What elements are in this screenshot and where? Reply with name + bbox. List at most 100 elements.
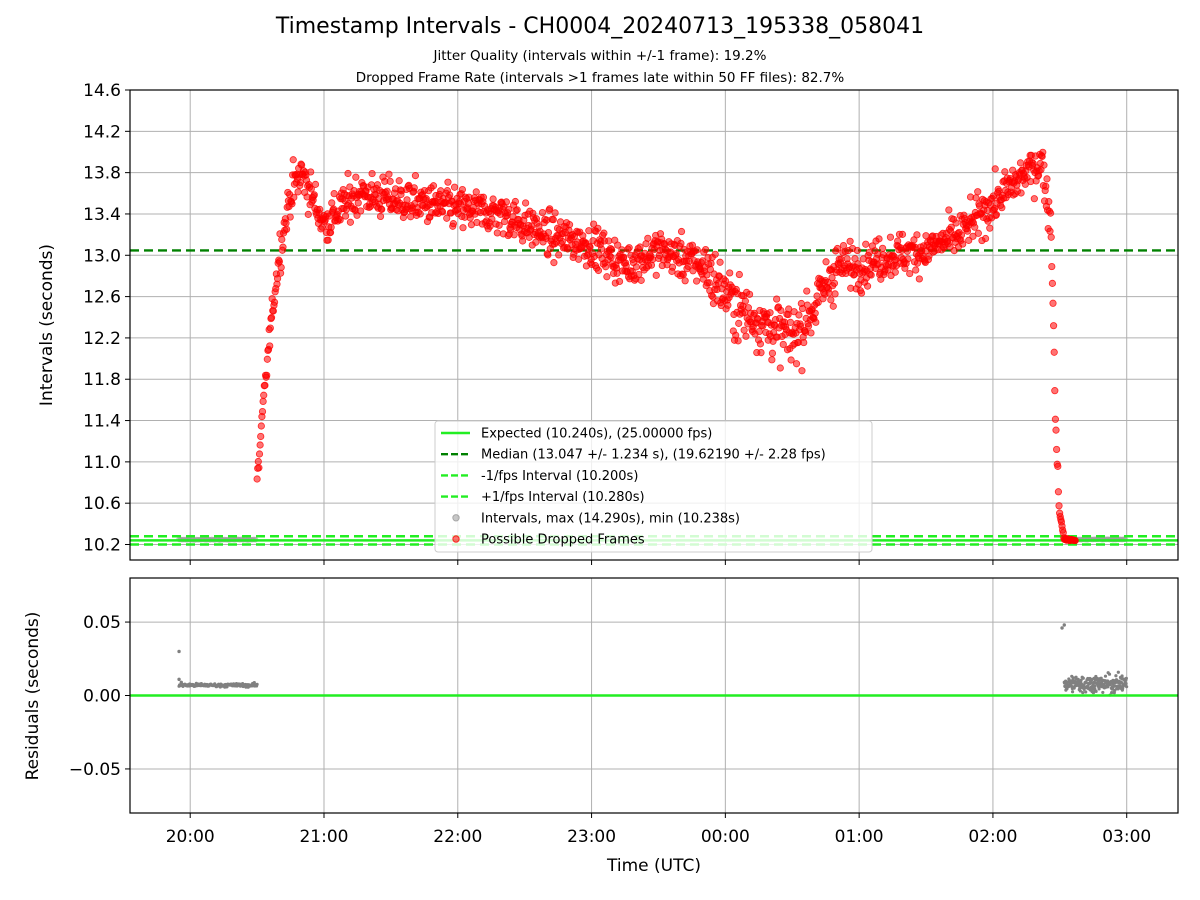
dropped-frame-point [605,237,613,245]
dropped-frame-point [972,194,980,202]
dropped-frame-point [853,246,861,255]
dropped-frame-point [829,302,837,310]
legend-box [434,420,873,553]
residual-point [1124,682,1128,686]
intervals-axes-frame [129,89,1179,561]
dropped-frame-point [705,279,713,287]
dropped-frame-point [279,243,287,251]
x-tick-label: 20:00 [166,827,215,847]
dropped-frame-point [721,277,730,285]
dropped-frame-point [411,172,420,180]
dropped-frame-point [1047,233,1055,241]
dropped-frame-point [703,271,711,279]
residual-point [1124,676,1128,680]
dropped-frame-point [290,193,298,201]
dropped-frame-point [726,269,734,277]
x-tick-label: 00:00 [701,827,750,847]
dropped-frame-point [1042,182,1050,190]
residual-point [1094,689,1098,693]
dropped-frame-point [368,169,376,178]
dropped-frame-point [373,181,382,189]
dropped-frame-point [1071,536,1079,545]
dropped-frame-point [636,243,644,251]
dropped-frame-point [702,245,710,254]
dropped-frame-point [266,342,274,350]
dropped-frame-point [709,293,717,301]
dropped-frame-point [1053,445,1061,454]
dropped-frame-point [1048,262,1056,271]
dropped-frame-point [310,191,318,199]
dropped-frame-point [607,253,615,261]
dropped-frame-point [383,187,391,195]
dropped-frame-point [486,222,494,230]
dropped-frame-point [386,177,394,185]
legend-marker-swatch [452,514,460,522]
dropped-frame-point [277,263,285,272]
dropped-frame-point [294,188,302,196]
dropped-frame-point [857,289,866,297]
dropped-frame-point [273,275,282,283]
residual-point [1070,690,1075,694]
dropped-frame-point [807,329,815,337]
dropped-frame-point [449,220,457,228]
dropped-frame-point [635,270,643,279]
dropped-frame-point [594,224,602,232]
dropped-frame-point [1046,227,1054,235]
dropped-frame-point [906,269,914,278]
dropped-frame-point [649,255,657,264]
dropped-frame-point [282,219,290,227]
x-tick-label: 01:00 [835,827,884,847]
dropped-frame-point [830,279,839,287]
residual-point [1062,623,1066,627]
dropped-frame-point [986,224,994,232]
dropped-frame-point [1001,168,1009,176]
dropped-frame-point [886,233,895,241]
dropped-frame-point [1054,462,1062,470]
dropped-frame-point [1050,322,1058,330]
dropped-frame-point [586,243,594,251]
x-tick-label: 23:00 [567,827,616,847]
dropped-frame-point [330,190,338,198]
dropped-frame-point [341,212,350,220]
residual-point [1081,676,1085,680]
dropped-frame-point [1045,198,1053,206]
dropped-frame-point [800,338,808,347]
dropped-frame-point [959,240,967,248]
legend-label: Possible Dropped Frames [481,533,645,548]
dropped-frame-point [266,324,274,332]
dropped-frame-point [403,196,411,204]
dropped-frame-point [825,289,833,297]
dropped-frame-point [346,218,355,226]
dropped-frame-point [711,250,719,258]
residual-point [1081,691,1085,695]
dropped-frame-point [488,215,496,223]
dropped-frame-point [254,457,262,466]
dropped-frame-point [699,257,707,265]
dropped-frame-point [495,221,503,229]
dropped-frame-point [837,255,845,263]
residual-point [1112,691,1116,695]
dropped-frame-point [716,258,724,266]
dropped-frame-point [304,210,312,218]
residuals-y-tick-label: 0.00 [83,687,121,707]
dropped-frame-point [915,275,923,283]
dropped-frame-point [550,259,558,267]
dropped-frame-point [741,297,749,305]
dropped-frame-point [450,183,459,191]
dropped-frame-point [768,349,777,357]
dropped-frame-point [862,240,870,248]
dropped-frame-point [740,326,748,334]
legend-marker-swatch [452,535,460,543]
dropped-frame-point [594,266,603,275]
dropped-frame-point [615,277,624,286]
dropped-frame-point [672,250,680,258]
dropped-frame-point [546,205,554,213]
dropped-frame-point [522,199,530,207]
dropped-frame-point [385,170,393,178]
legend: Expected (10.240s), (25.00000 fps) Median… [434,420,873,553]
intervals-y-tick-label: 13.0 [83,246,121,266]
dropped-frame-point [574,255,583,263]
dropped-frame-point [438,208,447,216]
dropped-frame-point [974,188,982,196]
